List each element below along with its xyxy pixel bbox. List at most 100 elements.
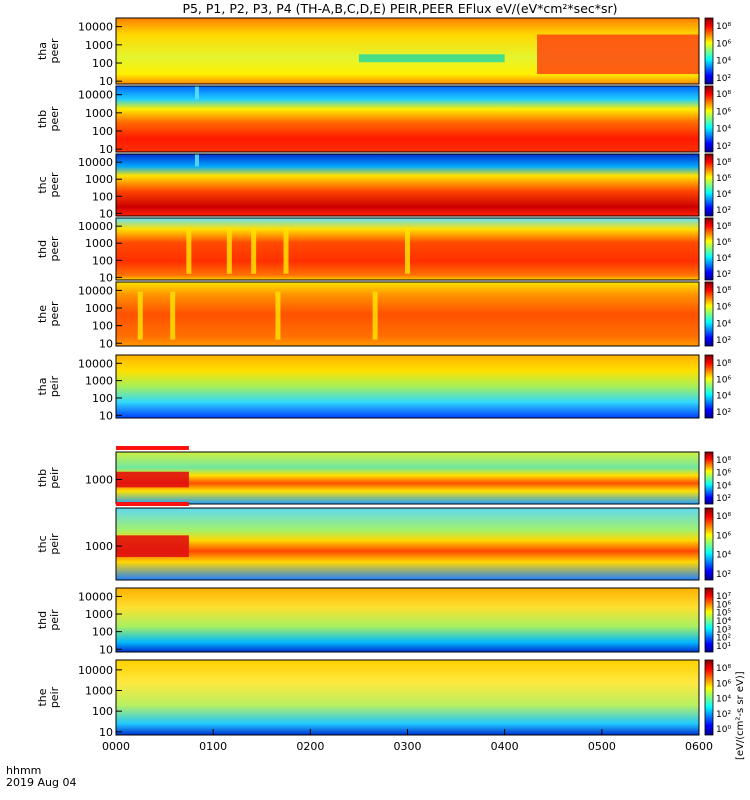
panel-ylabel-product: peir xyxy=(48,609,61,631)
colorbar xyxy=(704,217,714,281)
colorbar-tick-label: 10⁶ xyxy=(716,531,731,541)
colorbar-tick-label: 10⁸ xyxy=(716,158,731,168)
colorbar-tick-label: 10⁸ xyxy=(716,22,731,32)
spectrogram-image xyxy=(116,588,699,652)
spectrogram-feature xyxy=(186,227,192,274)
spectrogram-panel: 10000 1000 100 10 thd peer 10⁸ 10⁶ 10⁴ 10² xyxy=(36,217,731,284)
y-tick-label: 10000 xyxy=(78,21,113,34)
colorbar-tick-label: 10⁴ xyxy=(716,57,731,67)
colorbar xyxy=(704,354,714,419)
spectrogram-feature xyxy=(405,227,410,274)
spectrogram-image xyxy=(116,452,699,504)
colorbar-tick-label: 10² xyxy=(716,494,731,504)
y-tick-label: 1000 xyxy=(85,608,113,621)
x-tick-label: 0300 xyxy=(394,740,422,753)
panel-frame xyxy=(115,85,700,153)
colorbar xyxy=(704,153,714,217)
panel-ylabel-probe: tha xyxy=(36,42,49,60)
y-tick-label: 1000 xyxy=(85,375,113,388)
panel-ylabel-product: peer xyxy=(48,301,61,327)
panel-ylabel-probe: thd xyxy=(36,611,49,629)
colorbar-tick-label: 10⁶ xyxy=(716,469,731,479)
colorbar-tick-label: 10⁴ xyxy=(716,551,731,561)
y-tick-label: 1000 xyxy=(85,39,113,52)
spectrogram-feature xyxy=(537,34,699,75)
panel-ylabel-product: peir xyxy=(48,467,61,489)
colorbar-units: [eV/(cm²-s sr eV)] xyxy=(735,671,746,760)
spectrogram-feature xyxy=(116,535,189,557)
colorbar-tick-label: 10⁸ xyxy=(716,512,731,522)
colorbar-tick-label: 10⁴ xyxy=(716,254,731,264)
panel-ylabel-product: peer xyxy=(48,236,61,262)
colorbar-tick-label: 10⁶ xyxy=(716,600,731,610)
spectrogram-panel: 10000 1000 100 10 thc peer 10⁸ 10⁶ 10⁴ 10² xyxy=(36,153,731,220)
y-tick-label: 10 xyxy=(99,643,113,656)
time-axis-label-date: 2019 Aug 04 xyxy=(6,776,76,789)
panel-ylabel-product: peer xyxy=(48,38,61,64)
spectrogram-panel: 1000 thc peir 10⁸ 10⁶ 10⁴ 10² xyxy=(36,502,731,581)
x-tick-label: 0500 xyxy=(588,740,616,753)
spectrogram-feature xyxy=(283,227,289,274)
spectrogram-image xyxy=(116,154,699,216)
spectrogram-panel: 10000 1000 100 10 the peir 10⁸ 10⁶ 10⁴ 10² 10⁰ xyxy=(36,659,731,739)
panel-ylabel-probe: thb xyxy=(36,110,49,128)
panel-ylabel-probe: tha xyxy=(36,377,49,395)
panel-ylabel-probe: thd xyxy=(36,240,49,258)
spectrogram-panel: 10000 1000 100 10 thb peer 10⁸ 10⁶ 10⁴ 10² xyxy=(36,85,731,156)
colorbar-tick-label: 10⁶ xyxy=(716,375,731,385)
x-tick-label: 0100 xyxy=(199,740,227,753)
colorbar-tick-label: 10⁰ xyxy=(716,725,731,735)
y-tick-label: 10 xyxy=(99,726,113,739)
colorbar-tick-label: 10⁸ xyxy=(716,664,731,674)
y-tick-label: 10000 xyxy=(78,357,113,370)
spectrogram-panel: 1000 thb peir 10⁸ 10⁶ 10⁴ 10² xyxy=(36,446,731,505)
panel-frame xyxy=(115,354,700,419)
colorbar-tick-label: 10⁸ xyxy=(716,222,731,232)
figure-title: P5, P1, P2, P3, P4 (TH-A,B,C,D,E) PEIR,P… xyxy=(182,1,617,16)
colorbar-tick-label: 10⁴ xyxy=(716,190,731,200)
y-tick-label: 10000 xyxy=(78,156,113,169)
y-tick-label: 100 xyxy=(92,320,113,333)
colorbar-tick-label: 10² xyxy=(716,74,731,84)
colorbar xyxy=(704,451,714,505)
colorbar-tick-label: 10⁶ xyxy=(716,303,731,313)
y-tick-label: 1000 xyxy=(85,540,113,553)
x-tick-label: 0200 xyxy=(296,740,324,753)
colorbar-tick-label: 10¹ xyxy=(716,642,731,652)
y-tick-label: 10000 xyxy=(78,220,113,233)
y-tick-label: 1000 xyxy=(85,107,113,120)
panel-ylabel-probe: thc xyxy=(36,535,49,552)
y-tick-label: 10000 xyxy=(78,89,113,102)
spectrogram-panel: 10000 1000 100 10 the peer 10⁸ 10⁶ 10⁴ 10² xyxy=(36,281,731,350)
spectrogram-feature xyxy=(116,502,189,506)
y-tick-label: 1000 xyxy=(85,474,113,487)
panel-ylabel-probe: the xyxy=(36,305,49,323)
y-tick-label: 10000 xyxy=(78,284,113,297)
colorbar xyxy=(704,507,714,581)
time-axis-label-hhmm: hhmm xyxy=(6,764,41,777)
panel-frame xyxy=(115,451,700,505)
colorbar-tick-label: 10⁶ xyxy=(716,238,731,248)
colorbar-tick-label: 10⁴ xyxy=(716,392,731,402)
panel-frame xyxy=(115,507,700,581)
panel-ylabel-product: peir xyxy=(48,375,61,397)
spectrogram-image xyxy=(116,355,699,418)
spectrogram-feature xyxy=(116,471,189,488)
y-tick-label: 10 xyxy=(99,143,113,156)
spectrogram-feature xyxy=(194,154,199,167)
panel-ylabel-product: peer xyxy=(48,106,61,132)
y-tick-label: 100 xyxy=(92,705,113,718)
colorbar-tick-label: 10² xyxy=(716,408,731,418)
panel-ylabel-probe: thb xyxy=(36,469,49,487)
y-tick-label: 10 xyxy=(99,75,113,88)
colorbar-tick-label: 10⁶ xyxy=(716,39,731,49)
colorbar-tick-label: 10⁷ xyxy=(716,592,731,602)
colorbar xyxy=(704,659,714,736)
panel-ylabel-product: peir xyxy=(48,533,61,555)
x-tick-label: 0600 xyxy=(685,740,713,753)
colorbar-tick-label: 10² xyxy=(716,634,731,644)
colorbar-tick-label: 10² xyxy=(716,570,731,580)
y-tick-label: 10 xyxy=(99,409,113,422)
y-tick-label: 10 xyxy=(99,207,113,220)
